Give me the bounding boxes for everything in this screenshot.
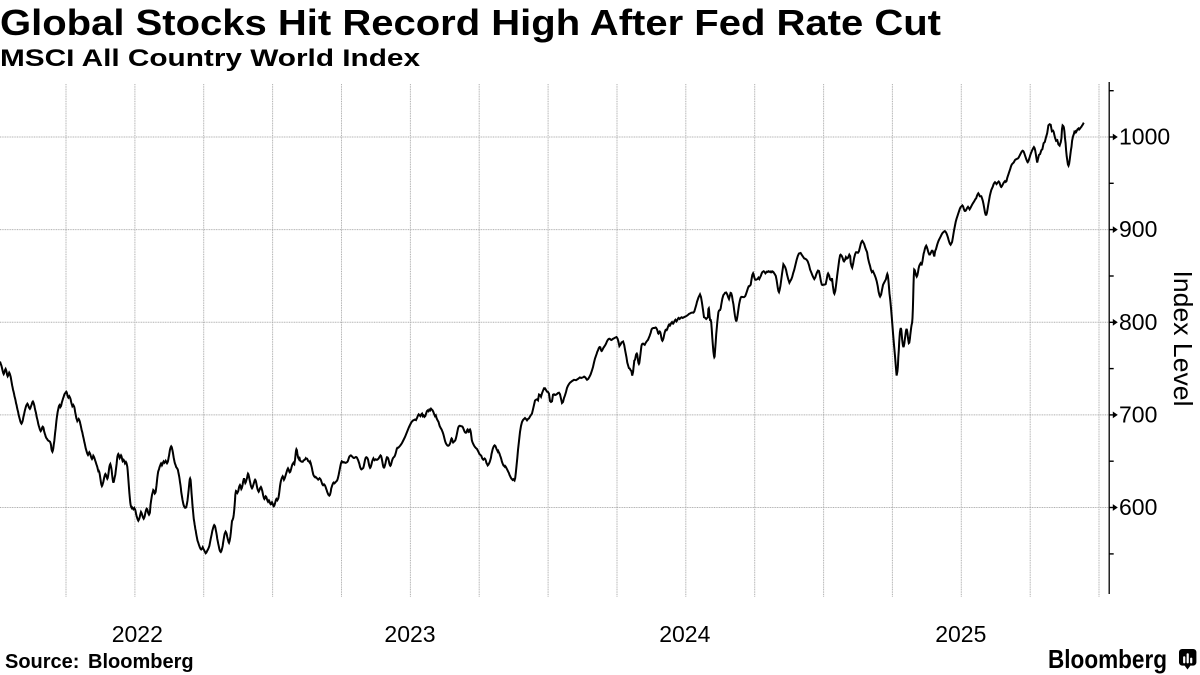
svg-text:2023: 2023 [384,621,435,647]
svg-text:Source: Bloomberg: Source: Bloomberg [5,651,194,673]
svg-text:Index Level: Index Level [1168,271,1198,407]
svg-text:Bloomberg: Bloomberg [1048,644,1167,674]
svg-text:2024: 2024 [659,621,710,647]
svg-text:800: 800 [1119,309,1157,335]
svg-text:Global Stocks Hit Record High: Global Stocks Hit Record High After Fed … [0,2,941,43]
svg-text:2025: 2025 [935,621,986,647]
svg-text:600: 600 [1119,494,1157,520]
svg-text:2022: 2022 [112,621,163,647]
svg-text:MSCI All Country World Index: MSCI All Country World Index [0,45,421,72]
svg-text:700: 700 [1119,401,1157,427]
svg-text:900: 900 [1119,216,1157,242]
svg-text:1000: 1000 [1119,124,1170,150]
